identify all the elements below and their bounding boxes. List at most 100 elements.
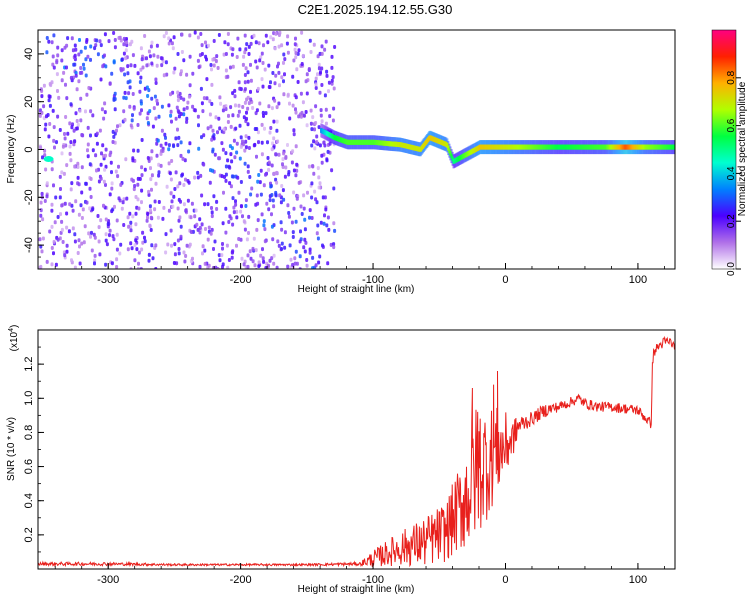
heatmap-cell (56, 114, 60, 119)
heatmap-cell (673, 144, 675, 150)
heatmap-cell (155, 141, 159, 146)
heatmap-cell (140, 188, 144, 193)
heatmap-cell (50, 80, 54, 85)
heatmap-cell (291, 235, 295, 239)
heatmap-cell (86, 142, 90, 147)
heatmap-cell (80, 241, 84, 246)
heatmap-cell (193, 30, 197, 35)
heatmap-cell (44, 167, 48, 172)
heatmap-cell (138, 80, 142, 85)
heatmap-cell (106, 222, 110, 226)
heatmap-cell (207, 43, 210, 48)
heatmap-cell (178, 181, 182, 186)
heatmap-cell (217, 253, 221, 258)
heatmap-cell (261, 256, 265, 261)
heatmap-cell (129, 220, 133, 225)
heatmap-cell (451, 156, 454, 162)
heatmap-cell (152, 53, 156, 58)
heatmap-cell (280, 241, 284, 246)
heatmap-cell (83, 45, 87, 50)
heatmap-cell (138, 177, 142, 181)
heatmap-cell (268, 85, 272, 90)
heatmap-cell (255, 108, 259, 113)
heatmap-cell (56, 237, 60, 242)
heatmap-cell (174, 170, 178, 175)
heatmap-cell (153, 207, 157, 212)
heatmap-cell (58, 174, 62, 179)
heatmap-cell (311, 255, 315, 260)
heatmap-cell (148, 204, 152, 209)
heatmap-cell (54, 195, 58, 200)
heatmap-cell (314, 82, 318, 87)
heatmap-cell (326, 261, 330, 266)
heatmap-cell (294, 173, 298, 178)
heatmap-cell (218, 156, 222, 161)
heatmap-cell (89, 133, 92, 138)
heatmap-cell (80, 216, 84, 220)
heatmap-cell (263, 239, 267, 244)
heatmap-cell (169, 191, 173, 196)
heatmap-cell (313, 146, 317, 151)
heatmap-cell (317, 175, 321, 180)
heatmap-cell (214, 115, 218, 120)
heatmap-cell (245, 116, 248, 121)
heatmap-cell (260, 77, 264, 82)
heatmap-cell (205, 77, 209, 82)
heatmap-cell (60, 227, 64, 232)
heatmap-cell (86, 54, 90, 59)
heatmap-cell (301, 100, 305, 105)
heatmap-cell (239, 209, 243, 214)
heatmap-cell (193, 175, 197, 180)
heatmap-cell (288, 243, 292, 248)
heatmap-cell (267, 263, 270, 268)
heatmap-cell (123, 90, 127, 95)
heatmap-cell (315, 231, 319, 236)
heatmap-cell (304, 79, 308, 84)
heatmap-cell (220, 141, 224, 146)
heatmap-cell (314, 263, 318, 268)
heatmap-cell (274, 190, 278, 195)
heatmap-cell (230, 174, 234, 179)
heatmap-cell (58, 128, 62, 132)
heatmap-cell (294, 144, 298, 149)
heatmap-cell (45, 181, 49, 186)
heatmap-cell (110, 261, 114, 266)
heatmap-cell (156, 101, 159, 106)
x-tick-label: -300 (97, 274, 119, 286)
heatmap-cell (239, 144, 243, 149)
heatmap-cell (282, 151, 286, 156)
heatmap-cell (294, 249, 298, 254)
heatmap-cell (52, 239, 56, 244)
heatmap-cell (43, 127, 47, 132)
heatmap-cell (172, 144, 176, 149)
heatmap-cell (243, 80, 247, 85)
heatmap-cell (130, 39, 134, 44)
heatmap-cell (323, 143, 327, 148)
x-tick-label: 100 (629, 274, 647, 286)
heatmap-cell (131, 214, 135, 219)
heatmap-cell (320, 51, 324, 56)
heatmap-cell (237, 80, 241, 85)
heatmap-cell (87, 231, 91, 236)
heatmap-cell (172, 194, 176, 199)
heatmap-cell (107, 39, 111, 44)
heatmap-cell (264, 266, 268, 269)
heatmap-cell (196, 227, 200, 232)
heatmap-cell (261, 247, 264, 252)
heatmap-cell (112, 237, 116, 242)
heatmap-cell (283, 72, 286, 77)
heatmap-cell (268, 130, 272, 135)
heatmap-cell (54, 262, 58, 267)
heatmap-cell (299, 114, 303, 119)
heatmap-cell (231, 47, 235, 52)
heatmap-cell (119, 68, 123, 73)
heatmap-cell (606, 144, 609, 150)
heatmap-cell (235, 209, 239, 214)
heatmap-cell (309, 108, 313, 113)
heatmap-cell (101, 143, 105, 148)
heatmap-cell (182, 250, 186, 255)
heatmap-cell (85, 92, 89, 97)
heatmap-cell (109, 160, 113, 165)
heatmap-cell (291, 149, 295, 154)
heatmap-cell (304, 240, 308, 245)
